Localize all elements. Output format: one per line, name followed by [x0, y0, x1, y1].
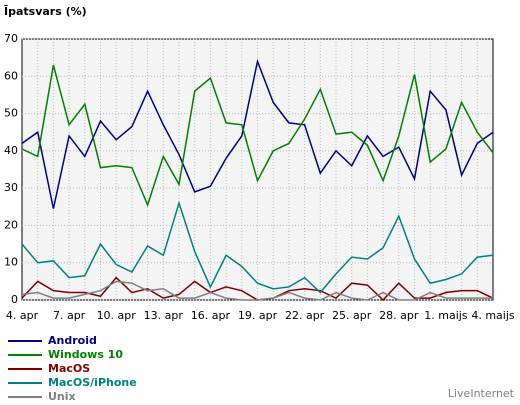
x-tick-label: 10. apr	[97, 309, 137, 322]
series-line	[21, 280, 493, 301]
y-tick-label: 40	[4, 144, 18, 157]
y-tick-label: 60	[4, 69, 18, 82]
x-tick-label: 13. apr	[144, 309, 184, 322]
x-tick-label: 28. apr	[379, 309, 419, 322]
y-tick-label: 0	[11, 293, 18, 306]
legend-label: Android	[48, 334, 97, 347]
x-tick-label: 7. apr	[53, 309, 86, 322]
y-tick-label: 10	[4, 256, 18, 269]
legend-label: MacOS/iPhone	[48, 376, 137, 389]
plot-area	[21, 38, 494, 301]
chart-title: Īpatsvars (%)	[4, 5, 87, 18]
x-tick-label: 4. maijs	[471, 309, 515, 322]
x-tick-label: 1. maijs	[424, 309, 468, 322]
x-tick-label: 16. apr	[191, 309, 231, 322]
y-tick-label: 70	[4, 32, 18, 45]
series-line	[21, 58, 494, 209]
legend-label: MacOS	[48, 362, 90, 375]
series-line	[21, 200, 494, 294]
source: LiveInternet	[448, 387, 515, 400]
x-tick-label: 22. apr	[285, 309, 325, 322]
y-tick-label: 20	[4, 218, 18, 231]
y-tick-label: 30	[4, 181, 18, 194]
legend-label: Unix	[48, 390, 76, 403]
x-tick-label: 4. apr	[6, 309, 39, 322]
x-tick-label: 25. apr	[332, 309, 372, 322]
x-tick-label: 19. apr	[238, 309, 278, 322]
series-line	[21, 64, 494, 208]
y-tick-label: 50	[4, 107, 18, 120]
legend-label: Windows 10	[48, 348, 123, 361]
